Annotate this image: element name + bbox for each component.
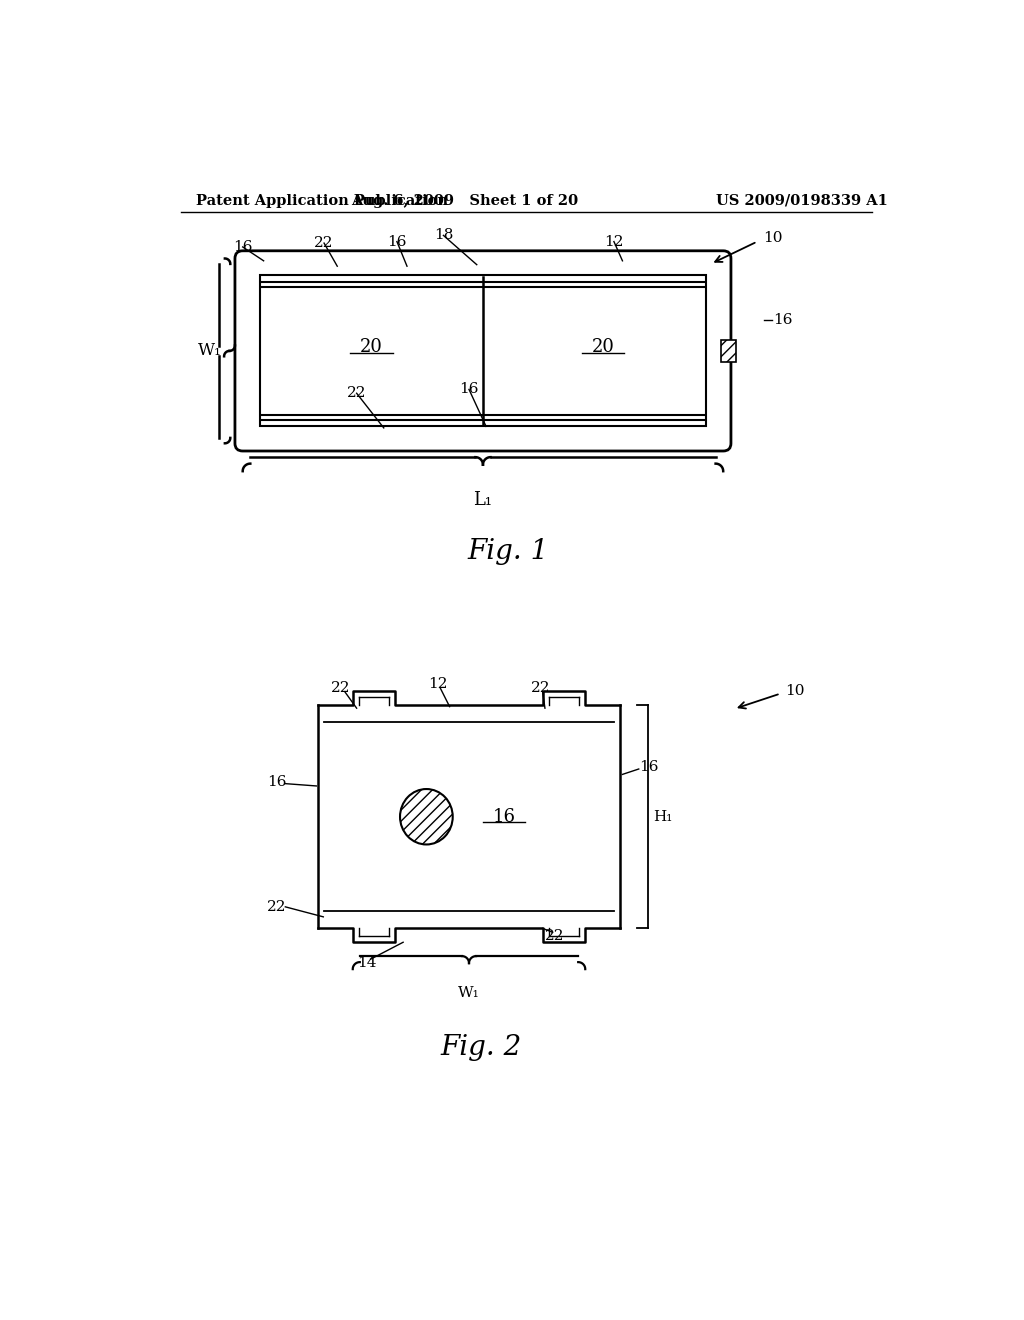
Text: 12: 12: [428, 677, 447, 690]
Text: 16: 16: [459, 383, 479, 396]
Text: 22: 22: [347, 387, 367, 400]
Text: W₁: W₁: [458, 986, 480, 1001]
Text: US 2009/0198339 A1: US 2009/0198339 A1: [717, 194, 888, 207]
Text: 16: 16: [640, 760, 659, 774]
Bar: [318, 706, 620, 928]
Text: Aug. 6, 2009   Sheet 1 of 20: Aug. 6, 2009 Sheet 1 of 20: [351, 194, 579, 207]
Ellipse shape: [400, 789, 453, 845]
Text: H₁: H₁: [652, 809, 672, 824]
Text: Fig. 1: Fig. 1: [467, 537, 549, 565]
Bar: [721, 341, 736, 362]
FancyBboxPatch shape: [234, 251, 731, 451]
Text: 20: 20: [592, 338, 614, 356]
Text: 10: 10: [764, 231, 783, 246]
Bar: [260, 276, 707, 426]
Text: 10: 10: [785, 684, 805, 698]
Text: 16: 16: [493, 808, 515, 826]
Text: Patent Application Publication: Patent Application Publication: [197, 194, 449, 207]
Text: 18: 18: [434, 228, 453, 243]
Text: L₁: L₁: [473, 491, 493, 510]
Text: 22: 22: [545, 929, 564, 942]
Text: 22: 22: [530, 681, 550, 696]
Text: 12: 12: [604, 235, 624, 248]
Text: W₁: W₁: [199, 342, 222, 359]
Text: Fig. 2: Fig. 2: [440, 1035, 522, 1061]
Text: 16: 16: [773, 313, 793, 327]
Text: 20: 20: [359, 338, 383, 356]
Text: 16: 16: [387, 235, 407, 248]
Text: 14: 14: [357, 956, 377, 970]
Text: 16: 16: [267, 775, 287, 789]
Text: 22: 22: [267, 900, 287, 913]
Text: 16: 16: [232, 240, 253, 253]
Text: 22: 22: [332, 681, 351, 696]
Text: 22: 22: [314, 236, 334, 249]
